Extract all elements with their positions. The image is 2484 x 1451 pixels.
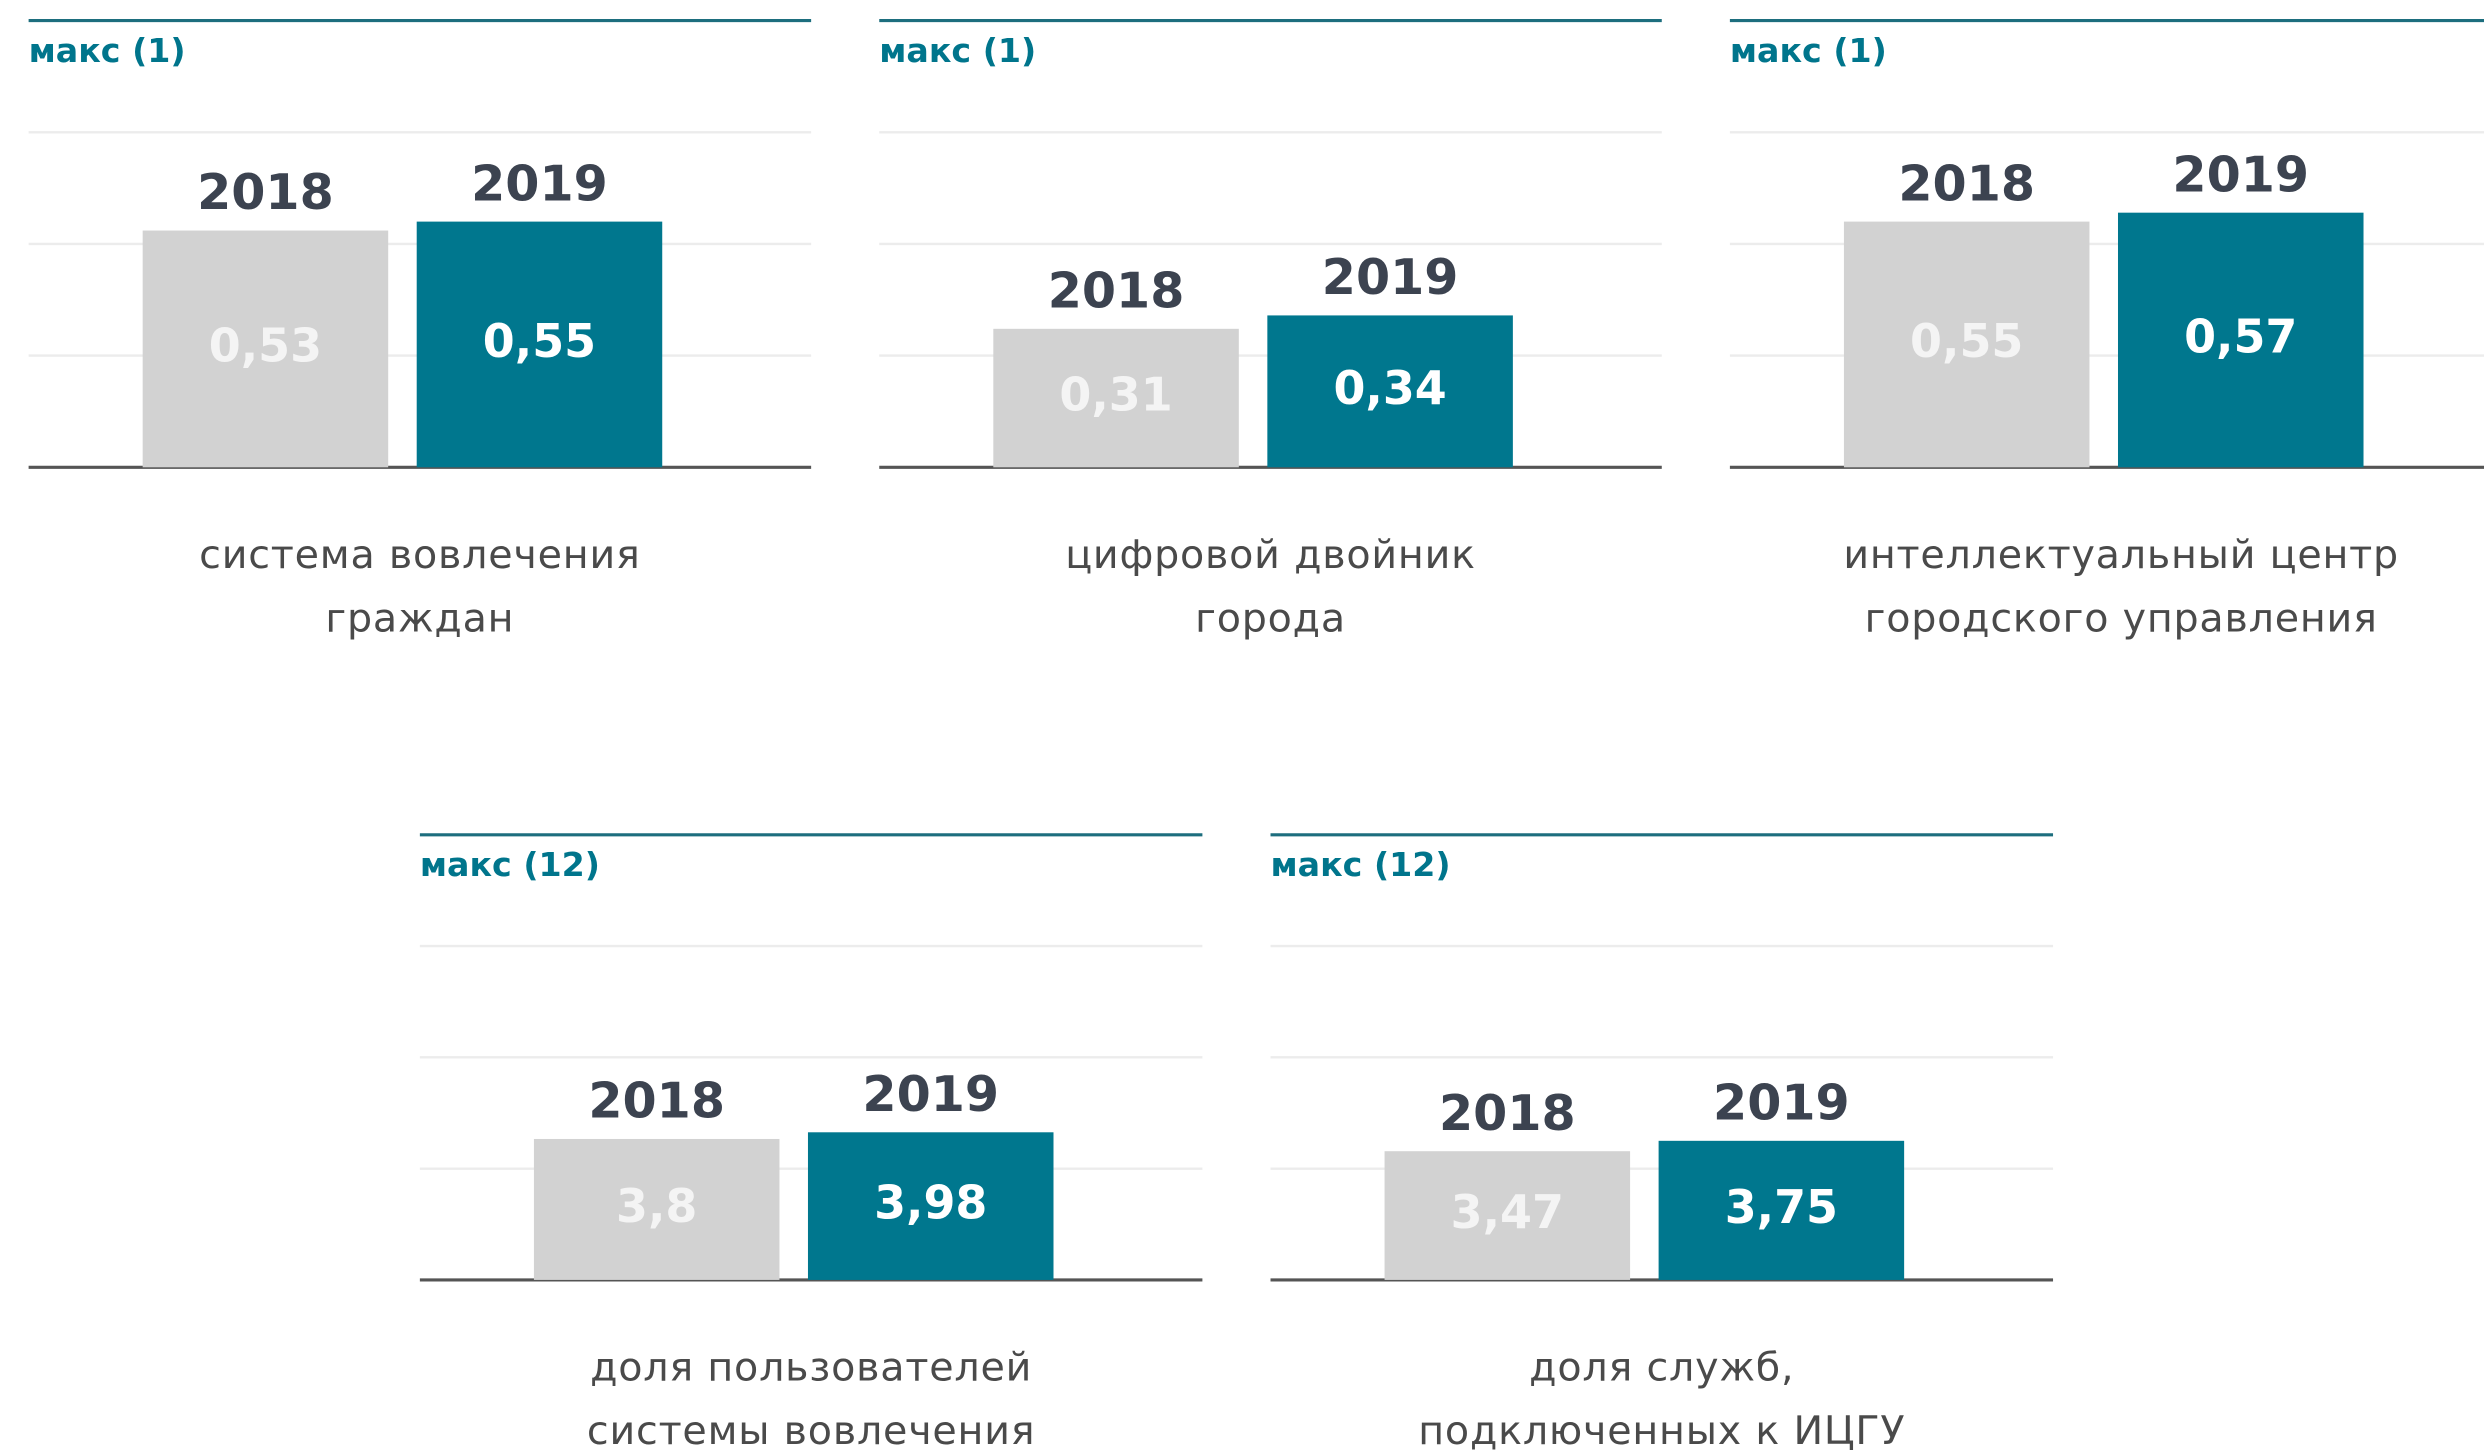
category-label: системы вовлечения xyxy=(587,1408,1035,1451)
bar-year-label: 2019 xyxy=(2172,145,2309,203)
y-axis-label: макс (12) xyxy=(1271,845,1451,884)
bar xyxy=(1384,1151,1631,1280)
bar-value-label: 3,98 xyxy=(874,1176,987,1230)
bar xyxy=(2117,212,2364,468)
bar-year-label: 2018 xyxy=(1048,261,1185,319)
y-axis-label: макс (12) xyxy=(420,845,600,884)
bar xyxy=(533,1138,780,1280)
bar xyxy=(807,1132,1054,1280)
bar-value-label: 0,53 xyxy=(209,318,322,372)
y-axis-label: макс (1) xyxy=(1730,31,1887,70)
bar-value-label: 0,31 xyxy=(1059,368,1172,422)
bar-year-label: 2018 xyxy=(1898,154,2035,212)
y-axis-label: макс (1) xyxy=(29,31,186,70)
bar xyxy=(416,221,663,468)
bar-chart: макс (1) 2018 0,55 2019 0,57 интеллектуальный… xyxy=(1729,19,2484,641)
bar-value-label: 0,57 xyxy=(2184,309,2297,363)
bar-year-label: 2019 xyxy=(1713,1073,1850,1131)
bar-year-label: 2018 xyxy=(1439,1084,1576,1142)
bar-value-label: 0,55 xyxy=(483,314,596,368)
category-label: доля пользователей xyxy=(590,1345,1032,1391)
bar-value-label: 3,75 xyxy=(1725,1180,1838,1234)
category-label: города xyxy=(1195,595,1346,641)
category-label: интеллектуальный центр xyxy=(1843,532,2399,578)
bar xyxy=(1658,1140,1905,1280)
category-label: граждан xyxy=(325,595,514,641)
bar xyxy=(1267,315,1513,468)
bar-value-label: 0,34 xyxy=(1333,361,1446,415)
bar-chart: макс (1) 2018 0,31 2019 0,34 цифровой двойник… xyxy=(879,19,1662,641)
bar-year-label: 2019 xyxy=(1322,248,1459,306)
bar-year-label: 2019 xyxy=(471,154,608,212)
bar-value-label: 0,55 xyxy=(1910,314,2023,368)
bar-value-label: 3,47 xyxy=(1451,1185,1564,1239)
bar-year-label: 2018 xyxy=(588,1072,725,1130)
bar-chart: макс (12) 2018 3,47 2019 3,75 доля служб, подк… xyxy=(1271,833,2054,1451)
bar-chart: макс (1) 2018 0,53 2019 0,55 система вовлечен… xyxy=(28,19,812,641)
category-label: подключенных к ИЦГУ xyxy=(1418,1408,1905,1451)
y-axis-label: макс (1) xyxy=(879,31,1036,70)
bar xyxy=(993,328,1239,468)
category-label: доля служб, xyxy=(1529,1345,1794,1391)
bar xyxy=(1843,221,2090,468)
category-label: городского управления xyxy=(1865,595,2378,641)
category-label: цифровой двойник xyxy=(1065,532,1476,578)
bar-value-label: 3,8 xyxy=(616,1179,697,1233)
bar-year-label: 2019 xyxy=(862,1065,999,1123)
bar-chart: макс (12) 2018 3,8 2019 3,98 доля пользовател… xyxy=(419,833,1203,1451)
category-label: система вовлечения xyxy=(199,532,640,578)
bar-year-label: 2018 xyxy=(197,163,334,221)
bar xyxy=(142,230,389,468)
